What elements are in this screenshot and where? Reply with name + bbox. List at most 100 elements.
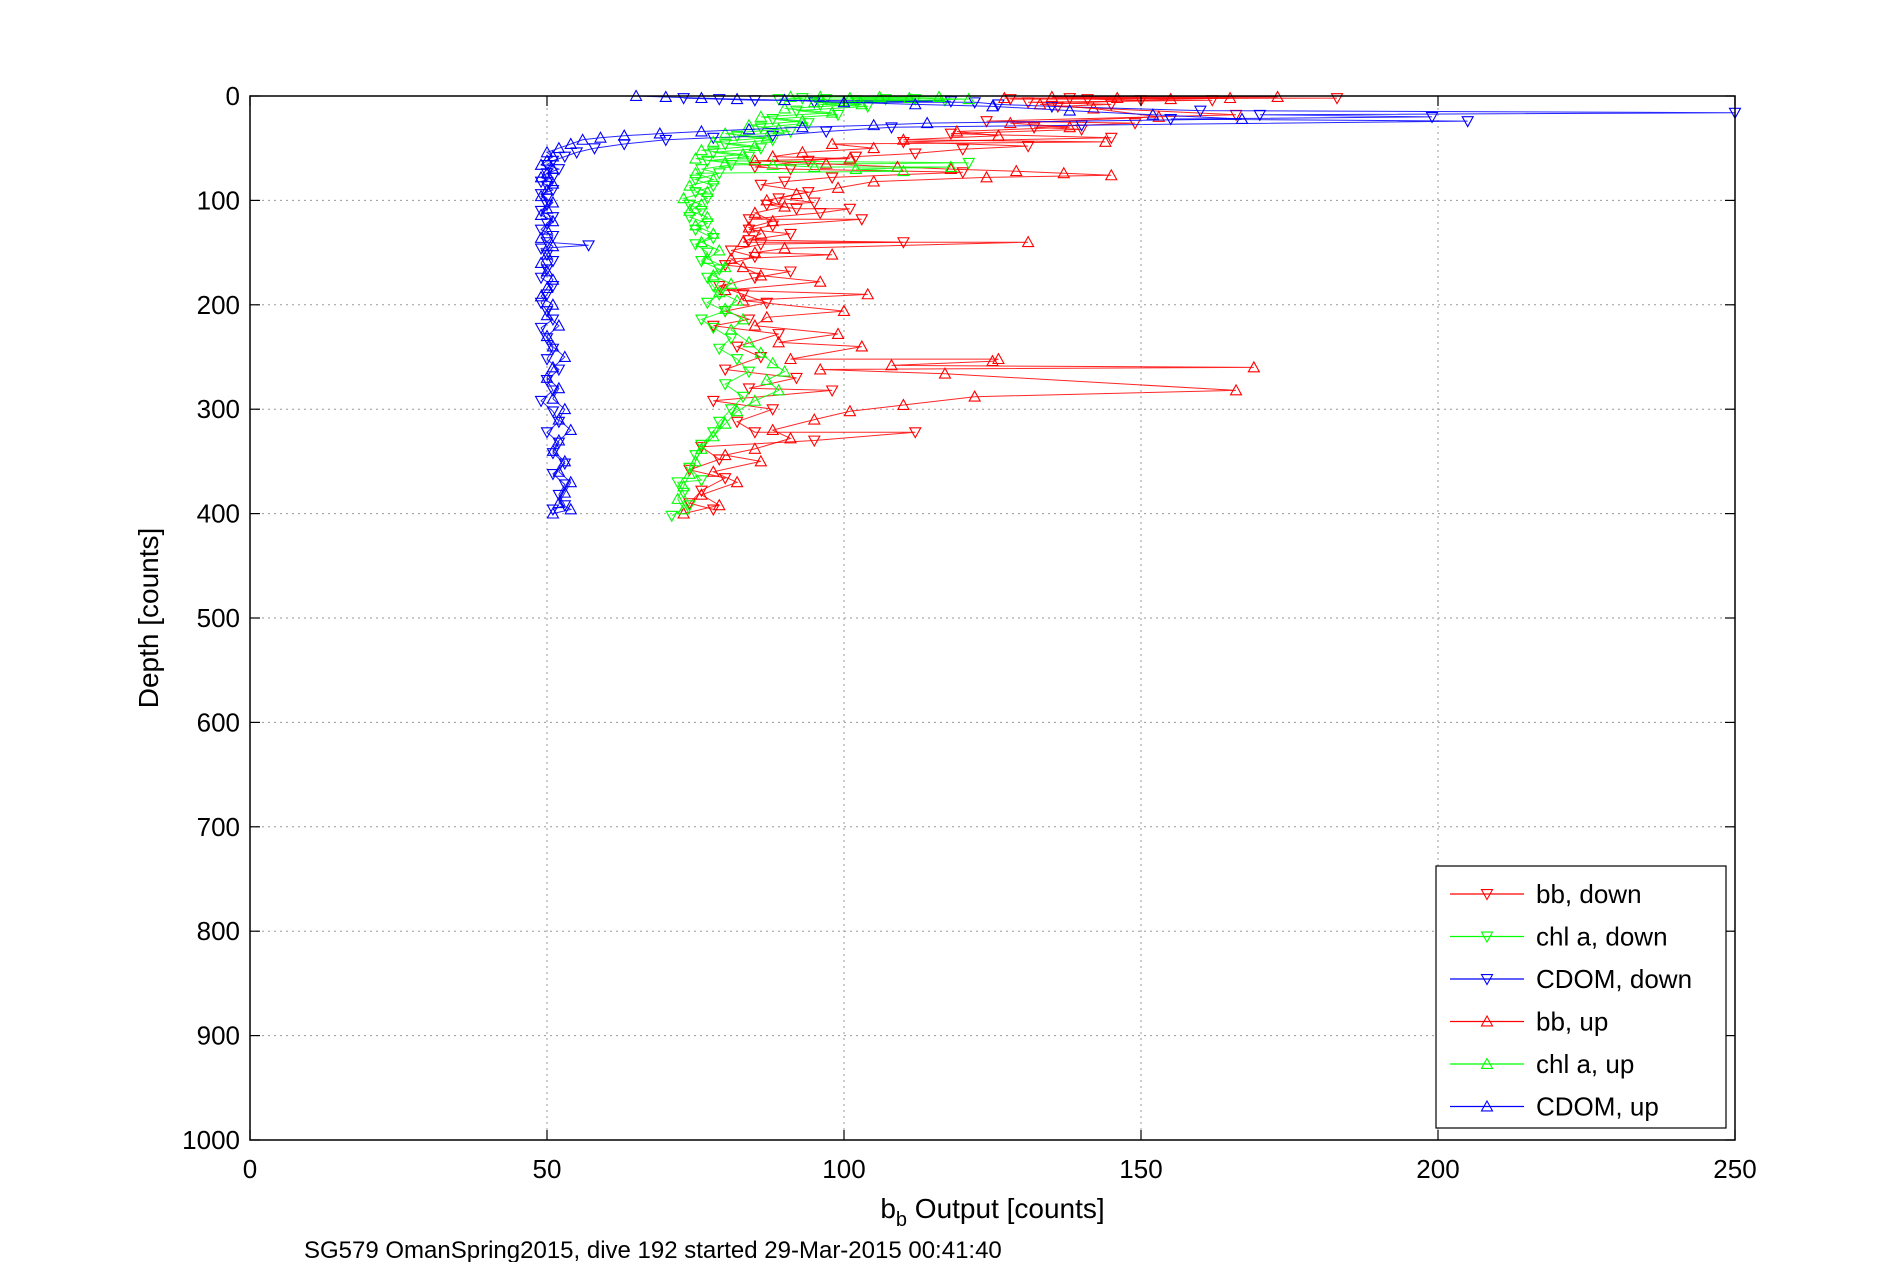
data-point bbox=[754, 122, 768, 134]
data-point bbox=[540, 145, 554, 158]
data-point bbox=[784, 228, 797, 241]
data-point bbox=[558, 479, 572, 492]
data-point bbox=[546, 230, 560, 243]
data-point bbox=[683, 179, 696, 191]
data-point bbox=[564, 423, 578, 436]
data-point bbox=[552, 141, 566, 154]
data-point bbox=[831, 181, 845, 193]
data-point bbox=[778, 101, 792, 114]
data-point bbox=[778, 200, 792, 212]
data-point bbox=[558, 402, 572, 415]
data-point bbox=[588, 143, 601, 155]
data-point bbox=[689, 166, 702, 179]
y-tick-label: 300 bbox=[197, 394, 240, 424]
data-point bbox=[558, 151, 572, 164]
x-tick-label: 150 bbox=[1119, 1154, 1162, 1184]
data-point bbox=[546, 273, 560, 285]
plot-area bbox=[534, 89, 1742, 523]
data-point bbox=[736, 312, 750, 325]
data-point bbox=[1193, 105, 1207, 118]
data-point bbox=[706, 465, 720, 477]
data-point bbox=[695, 442, 708, 454]
data-point bbox=[1063, 120, 1077, 133]
data-point bbox=[700, 297, 714, 310]
data-point bbox=[896, 136, 910, 149]
data-point bbox=[706, 147, 720, 160]
data-point bbox=[695, 164, 708, 176]
data-point bbox=[617, 129, 631, 141]
data-point bbox=[760, 310, 774, 323]
data-point bbox=[742, 151, 756, 164]
data-point bbox=[736, 235, 750, 248]
data-point bbox=[837, 95, 851, 108]
data-point bbox=[534, 322, 548, 335]
data-point bbox=[754, 268, 768, 281]
data-point bbox=[540, 222, 554, 235]
data-point bbox=[683, 500, 696, 512]
series-line bbox=[540, 95, 1243, 515]
data-point bbox=[576, 133, 590, 145]
data-point bbox=[956, 167, 970, 179]
data-point bbox=[706, 322, 720, 335]
x-axis-label: bb Output [counts] bbox=[880, 1193, 1104, 1231]
data-point bbox=[712, 94, 726, 106]
data-point bbox=[766, 404, 780, 416]
data-point bbox=[564, 137, 578, 149]
data-point bbox=[552, 413, 566, 425]
data-point bbox=[885, 122, 898, 134]
data-point bbox=[724, 404, 738, 416]
data-point bbox=[813, 362, 827, 375]
data-point bbox=[980, 170, 993, 183]
y-tick-label: 500 bbox=[197, 603, 240, 633]
data-point bbox=[813, 207, 827, 220]
data-point bbox=[546, 256, 560, 268]
data-point bbox=[718, 417, 732, 429]
data-point bbox=[736, 289, 750, 301]
data-point bbox=[695, 475, 708, 487]
data-point bbox=[552, 381, 566, 394]
data-point bbox=[540, 248, 554, 260]
legend-marker bbox=[1480, 931, 1494, 944]
data-point bbox=[594, 131, 607, 143]
data-point bbox=[540, 289, 554, 301]
data-point bbox=[754, 239, 768, 251]
data-point bbox=[718, 448, 732, 461]
data-point bbox=[540, 306, 554, 318]
x-axis-label-subscript: b bbox=[896, 1209, 907, 1231]
data-point bbox=[730, 293, 744, 306]
data-point bbox=[730, 404, 744, 417]
data-point bbox=[1164, 92, 1178, 105]
data-point bbox=[748, 154, 762, 166]
data-point bbox=[843, 404, 857, 417]
data-point bbox=[564, 502, 578, 515]
legend-marker bbox=[1480, 889, 1494, 901]
data-point bbox=[760, 193, 774, 206]
data-point bbox=[677, 502, 691, 515]
data-point bbox=[706, 135, 720, 147]
data-point bbox=[540, 427, 554, 439]
data-point bbox=[944, 162, 958, 175]
data-point bbox=[980, 116, 993, 128]
data-point bbox=[968, 97, 982, 109]
data-point bbox=[855, 339, 869, 352]
data-point bbox=[825, 106, 839, 118]
data-point bbox=[695, 205, 708, 218]
data-point bbox=[718, 260, 732, 273]
data-point bbox=[748, 139, 762, 152]
data-point bbox=[689, 239, 702, 251]
data-point bbox=[748, 394, 762, 406]
data-point bbox=[534, 243, 548, 256]
data-point bbox=[908, 427, 922, 439]
data-point bbox=[689, 218, 702, 231]
data-point bbox=[813, 275, 827, 287]
y-tick-label: 800 bbox=[197, 916, 240, 946]
data-point bbox=[546, 504, 560, 517]
data-point bbox=[540, 199, 554, 212]
data-point bbox=[1087, 101, 1100, 114]
data-point bbox=[540, 329, 554, 342]
data-point bbox=[807, 413, 821, 425]
legend-marker bbox=[1480, 974, 1494, 986]
series-line bbox=[540, 97, 1736, 510]
data-point bbox=[843, 152, 857, 164]
x-axis-label-rest: Output [counts] bbox=[907, 1193, 1105, 1224]
